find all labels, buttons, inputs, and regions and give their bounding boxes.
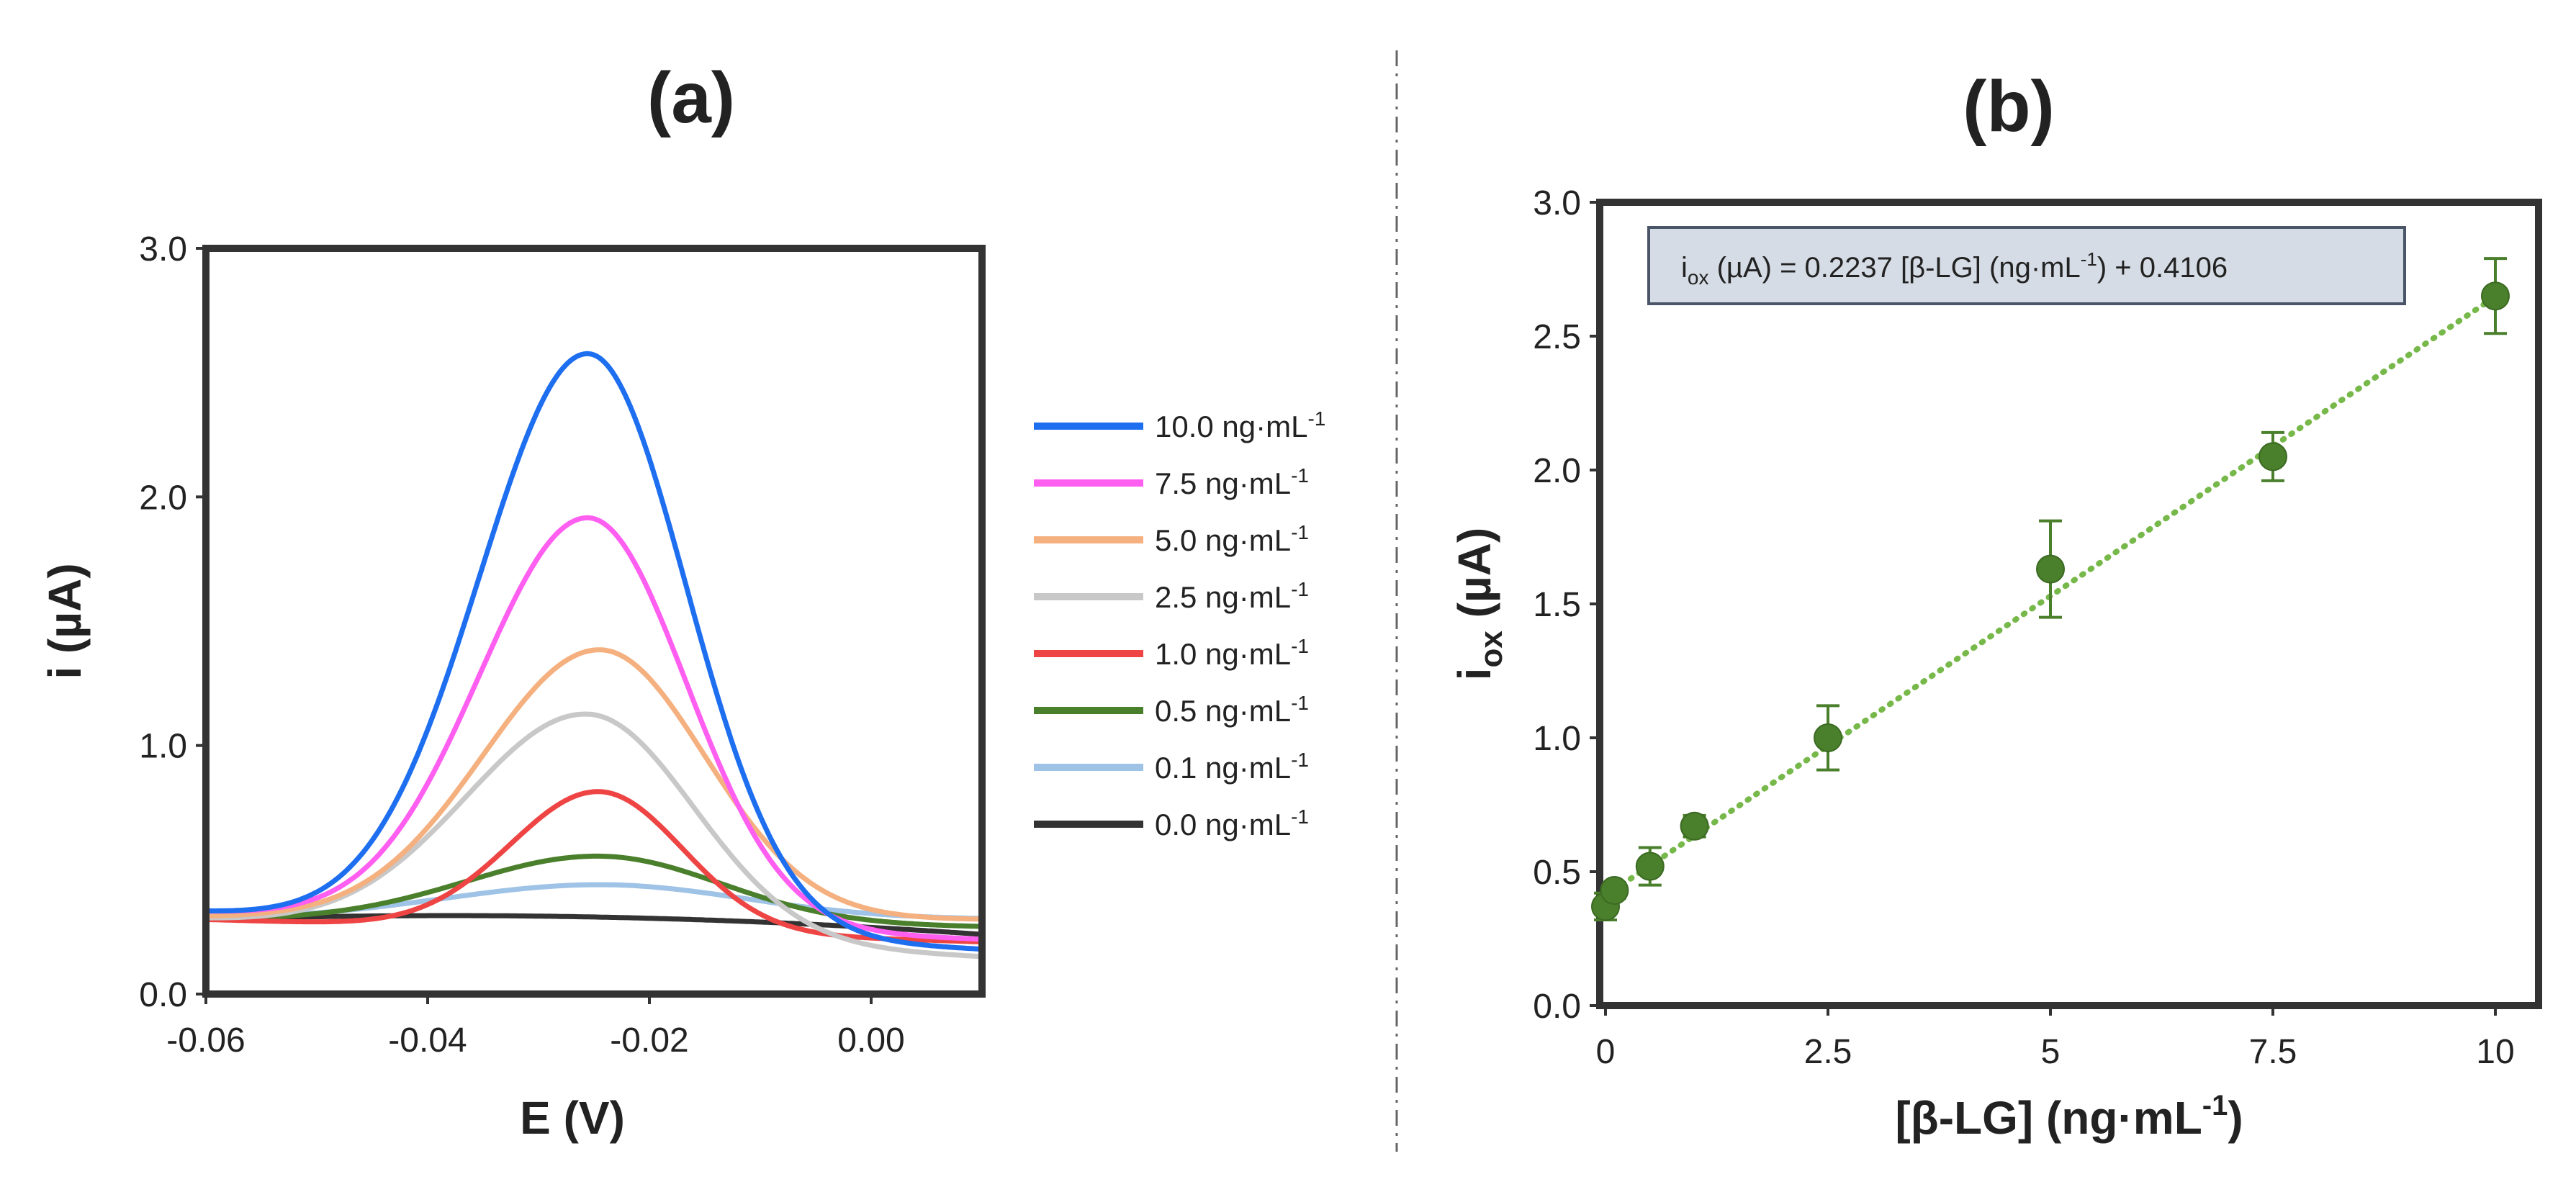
a-series-line-2.5 — [206, 711, 983, 960]
b-y-tick-label: 2.5 — [1533, 318, 1581, 356]
panel-b-x-axis-label: [β-LG] (ng·mL-1) — [1895, 1090, 2243, 1144]
legend-label-5.0: 5.0 ng·mL-1 — [1155, 521, 1309, 557]
equation-box-background — [1647, 226, 2406, 305]
data-point — [1600, 876, 1629, 906]
data-point — [1680, 811, 1709, 841]
b-y-tick-label: 0.0 — [1533, 988, 1581, 1026]
a-series-line-5.0 — [205, 647, 983, 922]
panel-a-x-axis-label: E (V) — [520, 1092, 625, 1144]
panel-a-y-axis-label: i (µA) — [39, 563, 91, 679]
b-x-tick-label: 10 — [2476, 1033, 2514, 1071]
a-series-line-7.5 — [206, 515, 983, 942]
data-point — [1635, 852, 1665, 881]
panel-a-legend: 10.0 ng·mL-1 7.5 ng·mL-1 5.0 ng·mL-1 2.5 ng… — [1034, 407, 1325, 841]
b-y-tick-label: 3.0 — [1533, 184, 1581, 222]
panel-b-points — [1591, 257, 2510, 921]
panel-b-equation-box: iox (µA) = 0.2237 [β-LG] (ng·mL-1) + 0.4… — [1647, 226, 2406, 305]
data-point — [2258, 442, 2287, 471]
panel-b: (b) 0.0 0.5 1.0 1.5 2.0 2.5 3.0 0 2.5 5 7.5 10 iox… — [1449, 66, 2542, 1144]
b-x-tick-label: 7.5 — [2249, 1033, 2297, 1071]
b-y-tick-label: 1.5 — [1533, 586, 1581, 624]
a-x-tick-label: -0.02 — [610, 1021, 688, 1060]
b-y-tick-label: 0.5 — [1533, 854, 1581, 892]
panel-a-y-ticks: 0.0 1.0 2.0 3.0 — [139, 230, 206, 1014]
panel-a: (a) 0.0 1.0 2.0 3.0 -0.06 -0.04 -0.02 0.00 E (… — [39, 58, 1325, 1144]
panel-a-title: (a) — [647, 58, 735, 138]
panel-a-plot-frame — [202, 245, 986, 998]
legend-label-10.0: 10.0 ng·mL-1 — [1155, 407, 1325, 443]
legend-label-2.5: 2.5 ng·mL-1 — [1155, 578, 1309, 614]
a-y-tick-label: 3.0 — [139, 230, 187, 268]
b-x-tick-label: 0 — [1596, 1033, 1616, 1071]
a-y-tick-label: 0.0 — [139, 976, 187, 1014]
legend-label-1.0: 1.0 ng·mL-1 — [1155, 635, 1309, 671]
b-y-tick-label: 2.0 — [1533, 452, 1581, 490]
a-x-tick-label: 0.00 — [837, 1021, 904, 1060]
regression-equation: iox (µA) = 0.2237 [β-LG] (ng·mL-1) + 0.4… — [1681, 248, 2228, 289]
legend-label-0.0: 0.0 ng·mL-1 — [1155, 805, 1309, 841]
data-point — [2481, 281, 2510, 311]
legend-label-0.5: 0.5 ng·mL-1 — [1155, 692, 1309, 728]
panel-b-y-ticks: 0.0 0.5 1.0 1.5 2.0 2.5 3.0 — [1533, 184, 1600, 1026]
data-point — [2036, 554, 2065, 584]
panel-a-x-ticks: -0.06 -0.04 -0.02 0.00 — [166, 994, 905, 1060]
b-x-tick-label: 2.5 — [1804, 1033, 1852, 1071]
b-y-tick-label: 1.0 — [1533, 720, 1581, 758]
panel-b-x-ticks: 0 2.5 5 7.5 10 — [1596, 1006, 2515, 1071]
panel-b-title: (b) — [1963, 66, 2055, 147]
a-series-line-10.0 — [206, 351, 983, 952]
a-x-tick-label: -0.04 — [388, 1021, 467, 1060]
b-x-tick-label: 5 — [2041, 1033, 2061, 1071]
a-series-line-0.5 — [206, 853, 983, 929]
a-series-line-1.0 — [205, 789, 983, 944]
panel-b-plot-frame — [1596, 199, 2542, 1009]
panel-b-y-axis-label: iox (µA) — [1449, 528, 1509, 681]
legend-label-7.5: 7.5 ng·mL-1 — [1155, 464, 1309, 500]
data-point — [1814, 723, 1842, 752]
legend-label-0.1: 0.1 ng·mL-1 — [1155, 749, 1309, 785]
panel-a-curves — [205, 351, 983, 960]
a-y-tick-label: 1.0 — [139, 728, 187, 766]
a-y-tick-label: 2.0 — [139, 479, 187, 517]
a-x-tick-label: -0.06 — [166, 1021, 245, 1060]
